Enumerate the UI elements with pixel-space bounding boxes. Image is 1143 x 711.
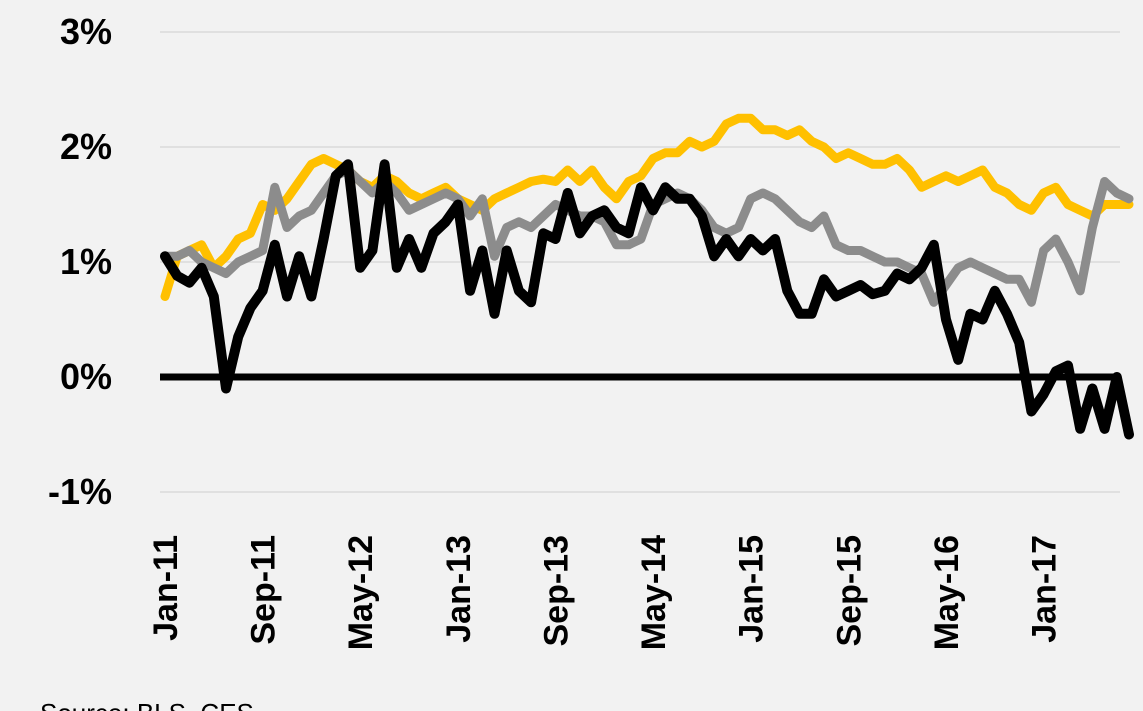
x-tick-label: Sep-11	[245, 535, 283, 645]
x-tick-label: May-14	[635, 535, 673, 650]
x-tick-label: May-12	[342, 535, 380, 650]
x-tick-label: Sep-15	[830, 535, 868, 647]
y-tick-label: -1%	[48, 471, 112, 512]
y-tick-label: 0%	[60, 356, 112, 397]
y-tick-label: 3%	[60, 11, 112, 52]
x-tick-label: Jan-13	[440, 535, 478, 643]
x-tick-label: May-16	[928, 535, 966, 650]
x-tick-label: Jan-15	[733, 535, 771, 643]
series-line	[160, 165, 1134, 307]
y-tick-label: 2%	[60, 126, 112, 167]
x-tick-label: Jan-17	[1026, 535, 1064, 643]
source-note: Source: BLS, CES	[40, 698, 254, 711]
y-tick-label: 1%	[60, 241, 112, 282]
x-tick-label: Sep-13	[537, 535, 575, 647]
x-tick-label: Jan-11	[147, 535, 185, 641]
series-line	[160, 159, 1134, 440]
series-line	[160, 113, 1134, 301]
